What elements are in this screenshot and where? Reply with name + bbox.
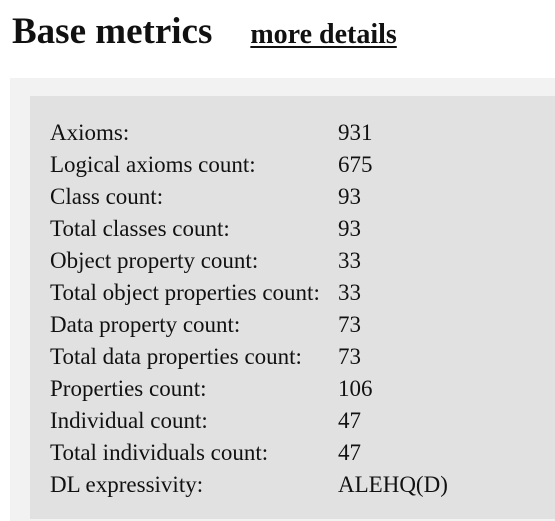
metric-label: Data property count: bbox=[50, 312, 241, 337]
metrics-table: Axioms: 931 Logical axioms count: 675 Class … bbox=[50, 117, 448, 501]
metric-value: 33 bbox=[338, 248, 361, 273]
metric-value: ALEHQ(D) bbox=[338, 472, 448, 497]
metric-row: DL expressivity: ALEHQ(D) bbox=[50, 469, 448, 501]
metric-value: 93 bbox=[338, 216, 361, 241]
page-title: Base metrics bbox=[12, 11, 213, 52]
metric-label: Object property count: bbox=[50, 248, 259, 273]
metric-label: Properties count: bbox=[50, 376, 207, 401]
metric-row: Axioms: 931 bbox=[50, 117, 448, 149]
metric-value: 73 bbox=[338, 344, 361, 369]
metric-row: Total classes count: 93 bbox=[50, 213, 448, 245]
metric-row: Object property count: 33 bbox=[50, 245, 448, 277]
metric-row: Individual count: 47 bbox=[50, 405, 448, 437]
metric-row: Class count: 93 bbox=[50, 181, 448, 213]
metric-row: Properties count: 106 bbox=[50, 373, 448, 405]
metrics-box: Axioms: 931 Logical axioms count: 675 Class … bbox=[30, 96, 555, 519]
metric-value: 931 bbox=[338, 120, 373, 145]
metric-row: Total individuals count: 47 bbox=[50, 437, 448, 469]
metric-value: 47 bbox=[338, 440, 361, 465]
metric-label: Total classes count: bbox=[50, 216, 230, 241]
metric-value: 106 bbox=[338, 376, 373, 401]
metric-label: Total object properties count: bbox=[50, 280, 320, 305]
metric-label: Total individuals count: bbox=[50, 440, 269, 465]
more-details-link[interactable]: more details bbox=[250, 19, 397, 50]
metric-row: Total data properties count: 73 bbox=[50, 341, 448, 373]
metric-value: 93 bbox=[338, 184, 361, 209]
metric-row: Logical axioms count: 675 bbox=[50, 149, 448, 181]
metric-label: DL expressivity: bbox=[50, 472, 204, 497]
metric-label: Total data properties count: bbox=[50, 344, 302, 369]
page-header: Base metrics more details bbox=[12, 10, 397, 54]
metrics-panel: Axioms: 931 Logical axioms count: 675 Class … bbox=[10, 78, 555, 521]
metric-label: Axioms: bbox=[50, 120, 130, 145]
metric-value: 33 bbox=[338, 280, 361, 305]
metric-row: Total object properties count: 33 bbox=[50, 277, 448, 309]
metric-value: 675 bbox=[338, 152, 373, 177]
metrics-table-body: Axioms: 931 Logical axioms count: 675 Class … bbox=[50, 117, 448, 501]
metric-label: Individual count: bbox=[50, 408, 208, 433]
metric-value: 73 bbox=[338, 312, 361, 337]
metric-row: Data property count: 73 bbox=[50, 309, 448, 341]
metric-label: Class count: bbox=[50, 184, 164, 209]
metric-label: Logical axioms count: bbox=[50, 152, 256, 177]
metric-value: 47 bbox=[338, 408, 361, 433]
